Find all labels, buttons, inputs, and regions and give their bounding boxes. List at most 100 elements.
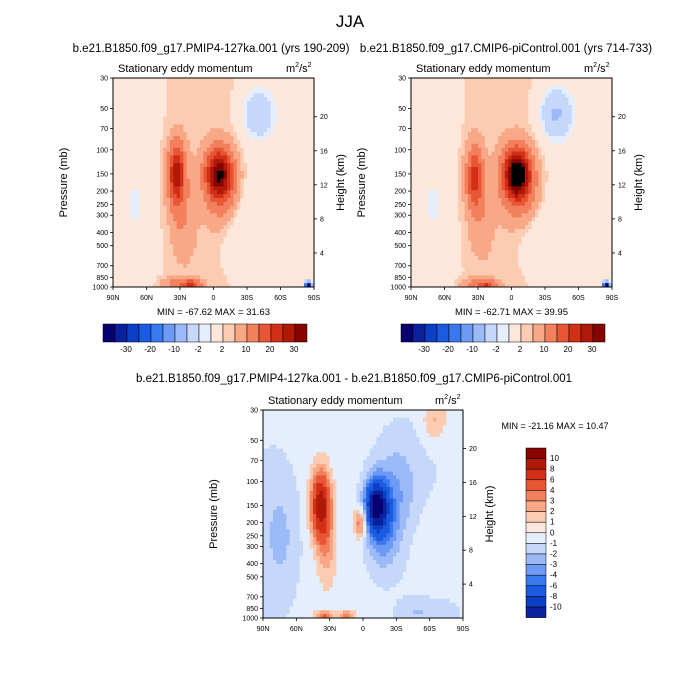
field-cell <box>186 259 191 265</box>
field-cell <box>591 116 596 121</box>
field-cell <box>310 236 315 241</box>
field-cell <box>578 105 583 110</box>
field-cell <box>243 170 248 176</box>
field-cell <box>200 205 204 210</box>
field-cell <box>186 263 191 269</box>
field-cell <box>307 128 312 133</box>
field-cell <box>575 85 579 91</box>
field-cell <box>206 213 211 218</box>
field-cell <box>143 108 147 114</box>
field-cell <box>511 170 516 176</box>
field-cell <box>173 236 178 241</box>
field-cell <box>236 182 241 187</box>
field-cell <box>253 112 258 118</box>
field-cell <box>213 78 218 83</box>
field-cell <box>119 194 124 199</box>
field-cell <box>240 190 245 195</box>
field-cell <box>478 155 482 160</box>
field-cell <box>240 225 245 230</box>
field-cell <box>545 163 549 168</box>
field-cell <box>293 108 298 114</box>
field-cell <box>236 151 241 156</box>
field-cell <box>601 89 606 94</box>
field-cell <box>153 108 157 114</box>
field-cell <box>464 78 469 83</box>
field-cell <box>598 78 603 83</box>
field-cell <box>153 275 157 280</box>
field-cell <box>203 116 208 121</box>
field-cell <box>166 182 171 187</box>
field-cell <box>173 197 178 203</box>
field-cell <box>498 174 502 180</box>
field-cell <box>123 209 127 214</box>
field-cell <box>119 151 124 156</box>
field-cell <box>186 89 191 94</box>
field-cell <box>149 89 154 94</box>
field-cell <box>283 174 288 180</box>
field-cell <box>431 151 435 156</box>
field-cell <box>303 120 308 125</box>
field-cell <box>538 139 543 145</box>
field-cell <box>591 136 596 141</box>
field-cell <box>307 151 312 156</box>
field-cell <box>253 97 258 102</box>
field-cell <box>451 120 455 125</box>
field-cell <box>139 225 144 230</box>
field-cell <box>531 147 536 152</box>
field-cell <box>287 267 291 272</box>
field-cell <box>548 78 553 83</box>
field-cell <box>267 182 271 187</box>
field-cell <box>260 217 265 222</box>
field-cell <box>196 209 201 214</box>
field-cell <box>263 221 268 226</box>
field-cell <box>233 116 238 121</box>
field-cell <box>478 112 482 118</box>
field-cell <box>193 132 198 137</box>
field-cell <box>461 128 465 133</box>
field-cell <box>601 116 606 121</box>
field-cell <box>243 78 248 83</box>
field-cell <box>424 120 429 125</box>
field-cell <box>163 170 167 176</box>
field-cell <box>243 263 248 269</box>
field-cell <box>528 139 532 145</box>
field-cell <box>303 228 308 234</box>
field-cell <box>226 267 231 272</box>
field-cell <box>129 182 134 187</box>
field-cell <box>253 240 258 245</box>
field-cell <box>126 174 131 180</box>
field-cell <box>511 139 516 145</box>
field-cell <box>434 120 439 125</box>
field-cell <box>605 143 610 149</box>
field-cell <box>283 275 288 280</box>
field-cell <box>139 240 144 245</box>
field-cell <box>447 116 452 121</box>
field-cell <box>571 132 576 137</box>
field-cell <box>521 170 526 176</box>
field-cell <box>206 186 211 191</box>
field-cell <box>136 159 141 164</box>
field-cell <box>136 78 141 83</box>
field-cell <box>277 217 281 222</box>
field-cell <box>277 263 281 269</box>
field-cell <box>166 267 171 272</box>
field-cell <box>113 182 117 187</box>
field-cell <box>280 240 285 245</box>
field-cell <box>303 244 308 249</box>
field-cell <box>149 139 154 145</box>
field-cell <box>297 252 301 257</box>
field-cell <box>210 256 214 261</box>
field-cell <box>484 174 489 180</box>
field-cell <box>287 252 291 257</box>
field-cell <box>236 209 241 214</box>
field-cell <box>233 112 238 118</box>
field-cell <box>250 201 255 207</box>
field-cell <box>565 155 569 160</box>
field-cell <box>193 143 198 149</box>
field-cell <box>280 170 285 176</box>
field-cell <box>521 167 526 172</box>
field-cell <box>451 89 455 94</box>
field-cell <box>491 178 496 183</box>
field-cell <box>421 167 425 172</box>
field-cell <box>129 101 134 106</box>
